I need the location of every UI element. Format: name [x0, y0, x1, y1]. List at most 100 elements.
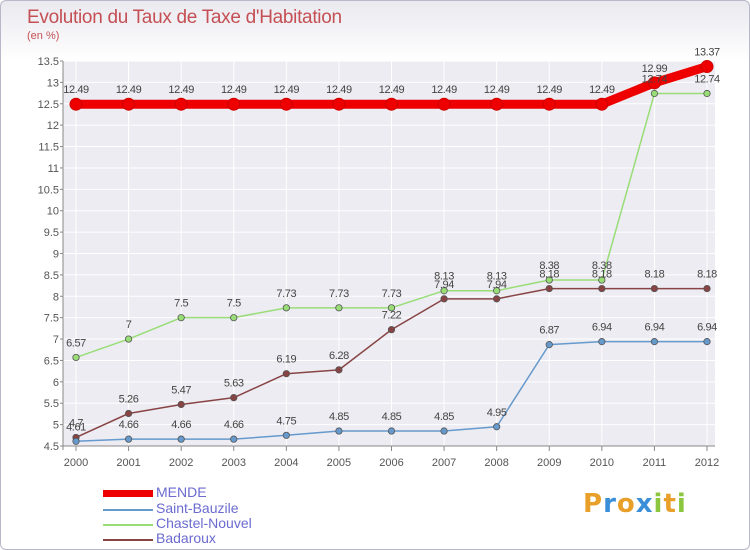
data-point-saint-bauzile [545, 341, 553, 349]
data-label-saint-bauzile: 4.95 [487, 407, 507, 419]
x-tick-label: 2005 [327, 457, 351, 469]
x-tick-label: 2000 [64, 457, 88, 469]
data-label-chastel-nouvel: 12.74 [694, 74, 720, 86]
data-label-saint-bauzile: 4.66 [224, 419, 244, 431]
y-tick-label: 8.5 [44, 270, 59, 282]
y-tick-label: 6 [53, 377, 59, 389]
data-point-badaroux [598, 284, 606, 293]
data-point-chastel-nouvel [650, 89, 659, 98]
data-point-badaroux [650, 284, 659, 293]
data-point-mende [227, 97, 241, 111]
data-label-mende: 12.49 [536, 84, 562, 96]
data-label-saint-bauzile: 4.85 [434, 411, 454, 423]
y-tick-label: 12 [47, 120, 59, 132]
chart-title: Evolution du Taux de Taxe d'Habitation [27, 7, 342, 28]
logo-letter: i [653, 489, 664, 519]
data-label-chastel-nouvel: 8.13 [434, 271, 454, 283]
data-label-badaroux: 5.63 [224, 378, 244, 390]
data-point-mende [490, 97, 504, 111]
x-tick-label: 2006 [379, 457, 403, 469]
logo-letter: i [676, 489, 687, 519]
data-point-saint-bauzile [72, 437, 80, 445]
data-label-saint-bauzile: 4.75 [276, 415, 296, 427]
x-tick-label: 2007 [432, 457, 456, 469]
data-label-mende: 12.49 [63, 84, 89, 96]
data-point-saint-bauzile [440, 427, 448, 435]
data-point-chastel-nouvel [282, 304, 290, 312]
data-label-badaroux: 4.7 [69, 417, 83, 429]
data-label-chastel-nouvel: 8.38 [539, 260, 559, 272]
x-tick-label: 2011 [643, 457, 667, 469]
legend-label-saint-bauzile: Saint-Bauzile [156, 500, 239, 516]
y-tick-label: 6.5 [44, 355, 59, 367]
data-point-badaroux [545, 284, 553, 293]
data-label-mende: 13.37 [694, 47, 720, 59]
data-label-chastel-nouvel: 8.38 [592, 260, 612, 272]
data-point-mende [437, 97, 451, 111]
data-label-chastel-nouvel: 8.13 [487, 271, 507, 283]
data-point-mende [542, 97, 556, 111]
data-label-badaroux: 8.18 [539, 269, 559, 281]
y-tick-label: 13.5 [38, 56, 59, 68]
data-point-saint-bauzile [493, 423, 501, 431]
data-label-chastel-nouvel: 7.5 [227, 298, 241, 310]
x-tick-label: 2009 [537, 457, 561, 469]
data-label-saint-bauzile: 4.85 [382, 411, 402, 423]
y-tick-label: 10 [47, 206, 59, 218]
x-tick-label: 2004 [274, 457, 298, 469]
data-point-saint-bauzile [335, 427, 343, 435]
data-point-chastel-nouvel [545, 276, 553, 284]
data-label-mende: 12.49 [221, 84, 247, 96]
legend-label-chastel-nouvel: Chastel-Nouvel [156, 515, 252, 531]
data-point-mende [385, 97, 398, 111]
data-label-badaroux: 8.18 [592, 269, 612, 281]
y-tick-label: 7 [53, 334, 59, 346]
data-label-mende: 12.49 [326, 84, 352, 96]
data-point-badaroux [493, 295, 501, 303]
data-label-chastel-nouvel: 6.57 [66, 337, 86, 349]
y-tick-label: 8 [53, 291, 59, 303]
data-label-badaroux: 6.19 [276, 354, 296, 366]
data-label-chastel-nouvel: 7.73 [382, 288, 402, 300]
data-point-saint-bauzile [282, 431, 290, 439]
y-tick-label: 10.5 [38, 184, 59, 196]
data-label-saint-bauzile: 6.94 [645, 322, 665, 334]
data-point-mende [647, 76, 661, 90]
data-label-mende: 12.49 [431, 84, 457, 96]
data-label-mende: 12.49 [484, 84, 510, 96]
data-label-saint-bauzile: 6.87 [539, 325, 559, 337]
data-label-mende: 12.49 [589, 84, 615, 96]
data-label-chastel-nouvel: 12.74 [642, 74, 668, 86]
y-tick-label: 5.5 [44, 398, 59, 410]
legend-label-mende: MENDE [156, 484, 207, 500]
x-tick-label: 2008 [484, 457, 508, 469]
data-point-saint-bauzile [230, 435, 238, 443]
data-point-badaroux [230, 394, 238, 402]
data-label-chastel-nouvel: 7 [126, 319, 132, 331]
data-label-badaroux: 7.94 [487, 279, 507, 291]
data-point-mende [700, 60, 714, 74]
y-tick-label: 11 [48, 163, 59, 175]
y-tick-label: 13 [47, 77, 59, 89]
y-tick-label: 9.5 [44, 227, 59, 239]
data-label-mende: 12.49 [116, 84, 142, 96]
data-label-saint-bauzile: 4.66 [171, 419, 191, 431]
legend-swatch-chastel-nouvel [103, 524, 153, 526]
data-point-mende [595, 97, 609, 111]
data-point-badaroux [282, 370, 290, 378]
logo-letter: o [616, 489, 636, 519]
data-label-saint-bauzile: 6.94 [697, 322, 717, 334]
data-point-saint-bauzile [387, 427, 396, 435]
data-point-badaroux [335, 366, 343, 374]
data-label-mende: 12.99 [642, 63, 668, 75]
data-point-mende [332, 97, 346, 111]
data-label-saint-bauzile: 6.94 [592, 322, 612, 334]
data-point-chastel-nouvel [335, 304, 343, 312]
data-label-badaroux: 8.18 [645, 269, 665, 281]
data-label-saint-bauzile: 4.61 [66, 421, 86, 433]
data-label-chastel-nouvel: 7.73 [329, 288, 349, 300]
legend-swatch-saint-bauzile [103, 509, 153, 511]
data-point-mende [174, 97, 188, 111]
